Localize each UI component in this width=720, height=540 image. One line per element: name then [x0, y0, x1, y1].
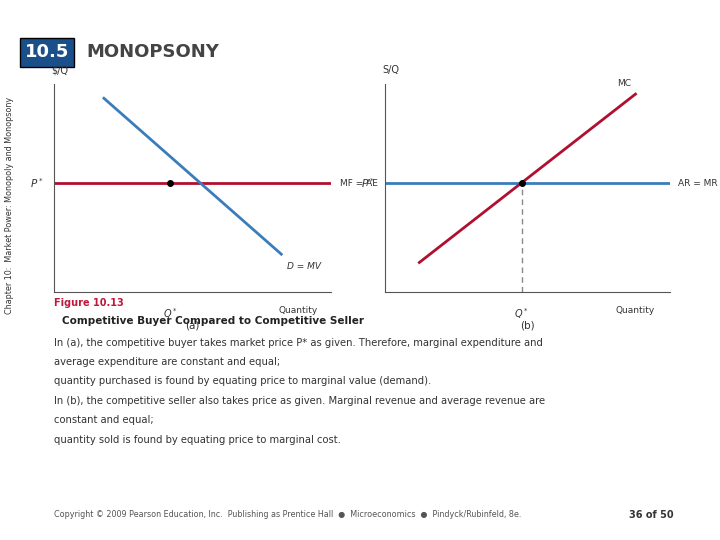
Text: Copyright © 2009 Pearson Education, Inc.  Publishing as Prentice Hall  ●  Microe: Copyright © 2009 Pearson Education, Inc.…	[54, 510, 521, 519]
Text: Quantity: Quantity	[279, 306, 318, 315]
Text: In (a), the competitive buyer takes market price P* as given. Therefore, margina: In (a), the competitive buyer takes mark…	[54, 338, 543, 348]
Text: $P^*$: $P^*$	[361, 177, 375, 191]
Text: AR = MR: AR = MR	[678, 179, 718, 188]
Text: Figure 10.13: Figure 10.13	[54, 298, 124, 308]
Text: Chapter 10:  Market Power: Monopoly and Monopsony: Chapter 10: Market Power: Monopoly and M…	[5, 97, 14, 314]
Text: S/Q: S/Q	[382, 65, 400, 76]
Text: In (b), the competitive seller also takes price as given. Marginal revenue and a: In (b), the competitive seller also take…	[54, 396, 545, 406]
Text: quantity sold is found by equating price to marginal cost.: quantity sold is found by equating price…	[54, 435, 341, 445]
Text: 10.5: 10.5	[25, 43, 70, 61]
Text: D = MV: D = MV	[287, 262, 321, 272]
Text: $Q^*$: $Q^*$	[163, 306, 178, 321]
Text: $/Q: $/Q	[51, 65, 68, 76]
Text: $Q^*$: $Q^*$	[514, 306, 529, 321]
Text: quantity purchased is found by equating price to marginal value (demand).: quantity purchased is found by equating …	[54, 376, 431, 387]
Text: (b): (b)	[520, 321, 535, 330]
Text: 36 of 50: 36 of 50	[629, 510, 673, 521]
Text: $P^*$: $P^*$	[30, 177, 45, 191]
Text: (a): (a)	[186, 321, 199, 330]
Text: Quantity: Quantity	[616, 306, 655, 315]
Text: average expenditure are constant and equal;: average expenditure are constant and equ…	[54, 357, 280, 367]
Text: MC: MC	[617, 79, 631, 88]
Text: constant and equal;: constant and equal;	[54, 415, 153, 426]
Text: MONOPSONY: MONOPSONY	[86, 43, 220, 61]
Text: MF = AE: MF = AE	[340, 179, 377, 188]
Text: Competitive Buyer Compared to Competitive Seller: Competitive Buyer Compared to Competitiv…	[62, 316, 364, 326]
FancyBboxPatch shape	[20, 38, 74, 68]
